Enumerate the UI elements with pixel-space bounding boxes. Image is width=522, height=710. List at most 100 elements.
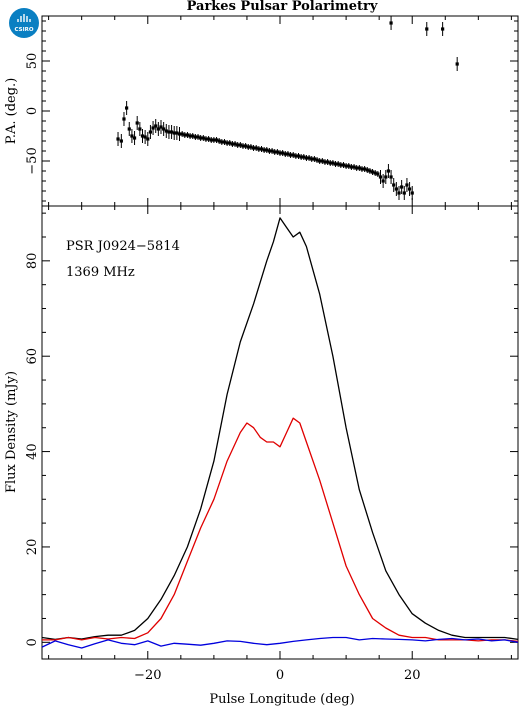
pa-point [225,141,229,145]
pa-tick-label: 50 [25,53,40,70]
pa-point [336,162,340,166]
pa-point [246,145,250,149]
pa-point [281,151,285,155]
pa-point [384,175,388,179]
pa-point [130,134,134,138]
pa-point [294,154,298,158]
pa-point [291,153,295,157]
pa-point [262,148,266,152]
pa-point [389,21,393,25]
pa-point [275,150,279,154]
pa-point [241,144,245,148]
pa-point [299,155,303,159]
pa-point [185,133,190,137]
pa-point [257,147,261,151]
pa-point [122,117,126,121]
pa-point [236,143,240,147]
pa-point [425,27,429,31]
pa-point [132,136,137,140]
total-intensity-line [41,217,519,641]
pa-point [191,134,195,138]
pa-point [326,160,330,164]
pa-point [201,136,205,140]
pa-points [116,16,459,200]
pa-point [156,127,160,131]
pa-point [392,183,396,187]
pa-point [148,130,153,134]
flux-profiles [41,217,519,649]
pa-point [273,150,277,154]
pa-point [196,135,200,139]
pa-axis-ticks: 50 0 −50 [25,16,518,206]
pa-point [341,163,346,167]
pulsar-name-label: PSR J0924−5814 [66,239,180,254]
pa-point [214,138,219,142]
pa-point [140,134,145,138]
chart-title: Parkes Pulsar Polarimetry [187,0,378,14]
pa-point [349,165,353,169]
pa-point [212,138,216,142]
pa-point [320,159,324,163]
pa-point [286,152,290,156]
pa-point [204,137,208,141]
flux-axis-label: Flux Density (mJy) [4,371,19,493]
pa-point [228,141,232,145]
pa-point [347,164,351,168]
pa-point [143,135,147,139]
pa-point [127,127,131,131]
pa-point [360,167,364,171]
pa-point [188,134,192,138]
pa-point [151,126,155,130]
pa-point [312,157,316,161]
pa-point [238,143,242,147]
pa-point [352,165,356,169]
pa-point [376,172,380,176]
pa-point [394,187,398,191]
pa-point [389,175,393,179]
x-tick-label: 0 [276,668,284,683]
pa-point [233,142,237,146]
pa-point [368,169,372,173]
pa-point [402,191,406,195]
pa-point [378,175,383,179]
pa-panel-frame [41,15,519,207]
pa-point [410,191,414,195]
pa-point [180,132,184,136]
pa-point [357,166,361,170]
pa-point [183,133,187,137]
pa-point [455,62,459,66]
pa-point [370,170,375,174]
pa-point [405,183,409,187]
pa-point [407,187,412,191]
pa-point [265,148,269,152]
pa-tick-label: −50 [25,147,40,174]
x-axis-label: Pulse Longitude (deg) [209,692,354,707]
pa-point [288,153,293,157]
csiro-logo-text: CSIRO [14,27,33,33]
circular-intensity-line [41,636,519,649]
pa-point [249,145,253,149]
pa-point [162,127,166,131]
pa-point [328,161,332,165]
pa-point [138,127,142,131]
pa-point [119,139,123,143]
pa-point [373,171,377,175]
pa-point [209,138,213,142]
pa-point [167,130,171,134]
flux-tick-label: 20 [25,539,40,556]
pa-point [259,147,264,151]
pa-point [323,160,327,164]
pa-point [199,136,203,140]
pa-point [135,121,139,125]
pa-axis-label: P.A. (deg.) [4,78,19,145]
pa-point [296,154,301,158]
pa-point [310,157,314,161]
pa-point [278,151,282,155]
x-tick-label: 20 [404,668,421,683]
pa-point [254,146,258,150]
pa-point [125,106,129,110]
pa-point [169,130,174,134]
pa-point [207,137,211,141]
x-tick-label: −20 [134,668,161,683]
